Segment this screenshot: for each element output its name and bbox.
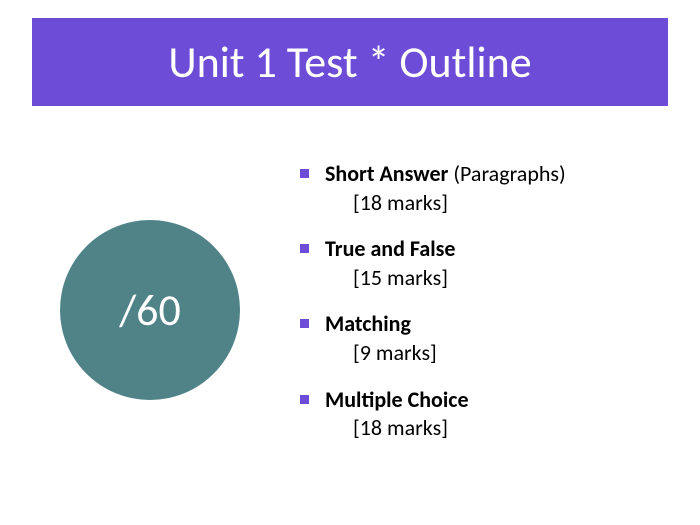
score-text: /60 <box>119 283 181 337</box>
bullet-icon <box>300 319 309 328</box>
item-body: True and False [15 marks] <box>325 235 456 292</box>
item-body: Short Answer (Paragraphs) [18 marks] <box>325 160 566 217</box>
list-item: Matching [9 marks] <box>300 310 680 367</box>
title-bar: Unit 1 Test * Outline <box>32 18 668 106</box>
item-heading: Matching <box>325 310 437 339</box>
bullet-icon <box>300 395 309 404</box>
list-item: True and False [15 marks] <box>300 235 680 292</box>
page-title: Unit 1 Test * Outline <box>168 35 531 89</box>
item-heading: Short Answer (Paragraphs) <box>325 160 566 189</box>
content-area: /60 Short Answer (Paragraphs) [18 marks]… <box>0 160 700 520</box>
item-heading: Multiple Choice <box>325 386 469 415</box>
item-marks: [15 marks] <box>325 264 456 293</box>
bullet-icon <box>300 244 309 253</box>
bullet-icon <box>300 169 309 178</box>
outline-list: Short Answer (Paragraphs) [18 marks] Tru… <box>300 160 680 461</box>
item-body: Matching [9 marks] <box>325 310 437 367</box>
item-extra: (Paragraphs) <box>448 160 565 187</box>
item-marks: [9 marks] <box>325 339 437 368</box>
list-item: Short Answer (Paragraphs) [18 marks] <box>300 160 680 217</box>
item-marks: [18 marks] <box>325 189 566 218</box>
item-body: Multiple Choice [18 marks] <box>325 386 469 443</box>
list-item: Multiple Choice [18 marks] <box>300 386 680 443</box>
item-title: Short Answer <box>325 160 448 187</box>
score-circle: /60 <box>60 220 240 400</box>
item-heading: True and False <box>325 235 456 264</box>
item-title: Multiple Choice <box>325 386 469 413</box>
item-title: Matching <box>325 310 411 337</box>
item-title: True and False <box>325 235 456 262</box>
item-marks: [18 marks] <box>325 414 469 443</box>
